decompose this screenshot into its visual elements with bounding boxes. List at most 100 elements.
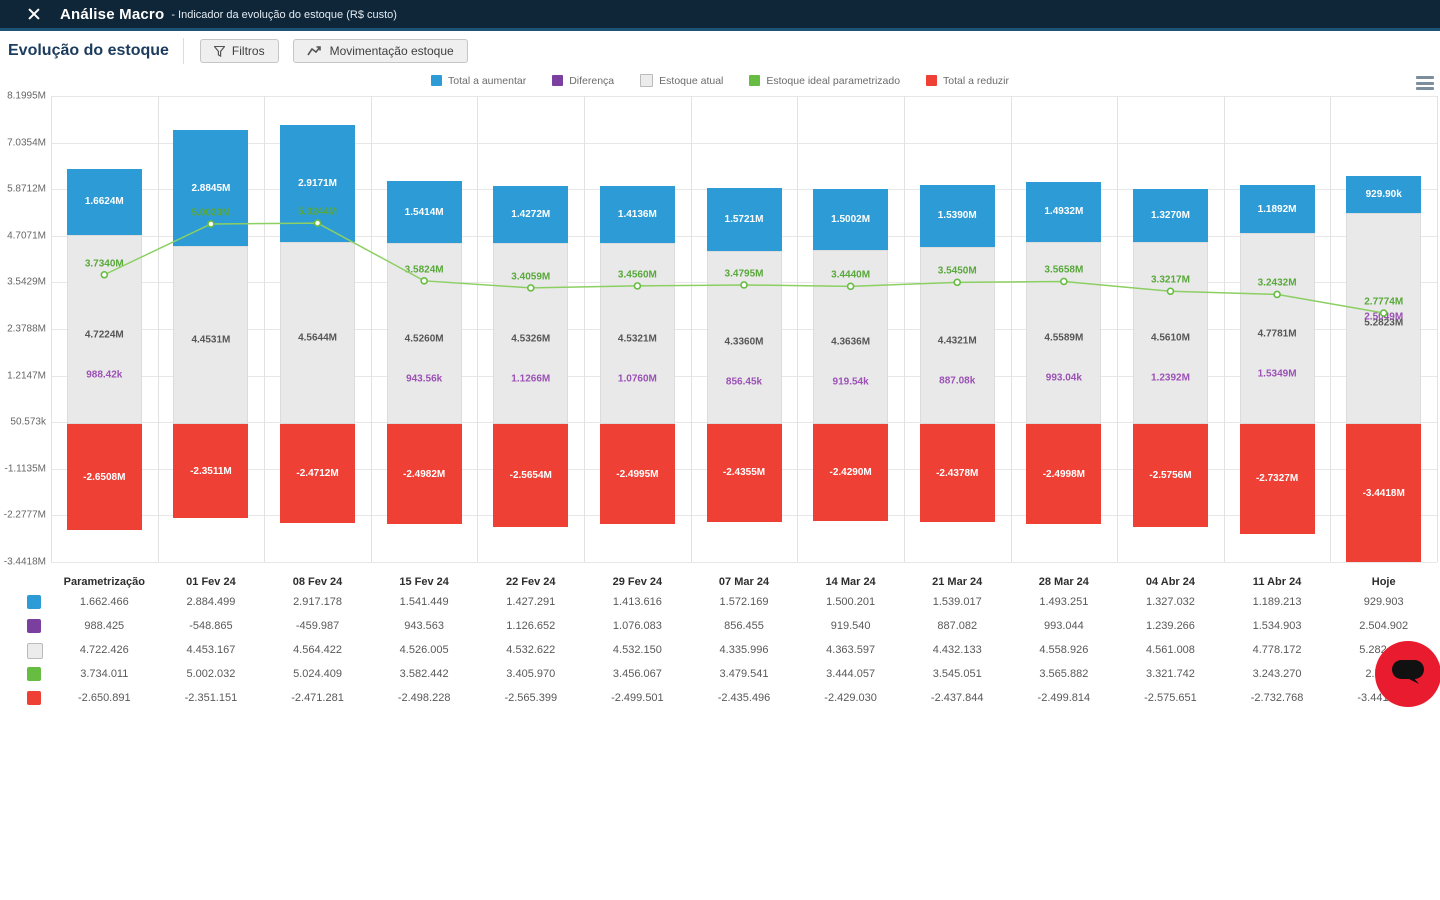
- table-cell: 1.413.616: [612, 596, 662, 608]
- legend-item-3[interactable]: Estoque atual: [640, 74, 723, 87]
- bar-segment-estoque-atual[interactable]: [919, 246, 995, 425]
- bar-segment-estoque-atual[interactable]: [1346, 212, 1422, 425]
- legend-label: Diferença: [569, 74, 615, 87]
- bar-segment-total-aumentar[interactable]: 1.3270M: [1132, 188, 1208, 242]
- legend-label: Total a aumentar: [447, 74, 527, 87]
- table-cell: 1.541.449: [399, 596, 449, 608]
- table-column-header: 07 Mar 24: [718, 576, 770, 588]
- table-cell: 4.526.005: [399, 644, 449, 656]
- bar-segment-total-reduzir[interactable]: -2.4982M: [386, 424, 462, 525]
- gridline-horizontal: [51, 142, 1437, 144]
- table-cell: 4.564.422: [293, 644, 342, 656]
- table-cell: 856.455: [724, 620, 764, 632]
- bar-segment-estoque-atual[interactable]: [1026, 241, 1102, 425]
- table-cell: 4.532.150: [612, 644, 662, 656]
- table-cell: 1.327.032: [1145, 596, 1195, 608]
- bar-segment-total-reduzir[interactable]: -2.4712M: [280, 424, 356, 524]
- table-row-swatch-icon: [27, 619, 41, 633]
- bar-segment-estoque-atual[interactable]: [493, 242, 569, 425]
- legend-swatch-icon: [749, 75, 761, 86]
- bar-segment-total-aumentar[interactable]: 2.8845M: [173, 130, 249, 246]
- y-axis-tick-label: 50.573k: [10, 416, 46, 428]
- bar-value-label: 1.4272M: [511, 208, 551, 220]
- legend-label: Total a reduzir: [943, 74, 1009, 87]
- bar-segment-estoque-atual[interactable]: [706, 250, 782, 425]
- bar-segment-total-reduzir[interactable]: -2.4378M: [919, 424, 995, 522]
- gridline-vertical: [264, 96, 266, 562]
- bar-segment-total-reduzir[interactable]: -2.5654M: [493, 424, 569, 527]
- bar-segment-total-reduzir[interactable]: -2.5756M: [1132, 424, 1208, 528]
- table-cell: 943.563: [404, 620, 445, 632]
- bar-segment-total-reduzir[interactable]: -2.3511M: [173, 424, 249, 519]
- bar-segment-total-reduzir[interactable]: -2.4355M: [706, 424, 782, 522]
- gridline-vertical: [370, 96, 372, 562]
- gridline-vertical: [797, 96, 799, 562]
- app-title: Análise Macro: [60, 5, 165, 23]
- legend-swatch-icon: [552, 75, 564, 86]
- y-axis-tick-label: 7.0354M: [7, 137, 46, 149]
- bar-segment-total-aumentar[interactable]: 1.1892M: [1239, 185, 1315, 233]
- table-cell: -2.650.891: [77, 692, 131, 704]
- legend-item-5[interactable]: Total a reduzir: [926, 74, 1009, 87]
- bar-value-label: -2.4378M: [936, 467, 979, 479]
- bar-segment-estoque-atual[interactable]: [1132, 241, 1208, 425]
- bar-segment-total-aumentar[interactable]: 1.4136M: [599, 186, 675, 243]
- table-cell: -2.575.651: [1144, 692, 1197, 704]
- close-icon[interactable]: [26, 6, 42, 22]
- table-cell: -2.499.814: [1037, 692, 1091, 704]
- bar-segment-total-aumentar[interactable]: 1.5390M: [919, 185, 995, 247]
- table-column-header: 22 Fev 24: [505, 576, 556, 588]
- chart-context-menu-icon[interactable]: [1416, 76, 1434, 90]
- bar-segment-total-reduzir[interactable]: -3.4418M: [1346, 424, 1422, 562]
- bar-segment-estoque-atual[interactable]: [599, 242, 675, 425]
- bar-segment-total-reduzir[interactable]: -2.4290M: [813, 424, 889, 522]
- bar-value-label: 1.5721M: [724, 213, 764, 225]
- gridline-vertical: [1223, 96, 1225, 562]
- legend-item-2[interactable]: Diferença: [552, 74, 614, 87]
- bar-segment-total-aumentar[interactable]: 1.6624M: [66, 168, 142, 236]
- bar-segment-total-reduzir[interactable]: -2.6508M: [66, 424, 142, 531]
- y-axis-tick-label: 5.8712M: [7, 183, 46, 195]
- chat-bubble-icon: [1391, 657, 1425, 692]
- table-cell: -2.437.844: [930, 692, 984, 704]
- bar-value-label: -2.4355M: [722, 467, 766, 479]
- gridline-vertical: [1330, 96, 1332, 562]
- bar-segment-total-aumentar[interactable]: 1.4272M: [493, 185, 569, 243]
- bar-segment-total-aumentar[interactable]: 929.90k: [1346, 175, 1422, 213]
- table-cell: 1.500.201: [826, 596, 876, 608]
- bar-segment-estoque-atual[interactable]: [280, 241, 356, 425]
- movement-button[interactable]: Movimentação estoque: [292, 39, 468, 63]
- bar-segment-total-aumentar[interactable]: 1.5002M: [813, 189, 889, 250]
- bar-segment-total-reduzir[interactable]: -2.7327M: [1239, 424, 1315, 534]
- filters-button[interactable]: Filtros: [199, 39, 279, 63]
- bar-value-label: -2.6508M: [83, 471, 126, 483]
- table-cell: -548.865: [189, 620, 233, 632]
- y-axis-tick-label: 1.2147M: [7, 370, 46, 382]
- bar-segment-estoque-atual[interactable]: [386, 243, 462, 425]
- bar-segment-total-aumentar[interactable]: 1.5414M: [386, 181, 462, 244]
- bar-segment-total-aumentar[interactable]: 1.4932M: [1026, 181, 1102, 242]
- chat-launcher-button[interactable]: [1375, 641, 1440, 707]
- bar-segment-estoque-atual[interactable]: [66, 235, 142, 425]
- legend-label: Estoque ideal parametrizado: [766, 74, 901, 87]
- bar-segment-estoque-atual[interactable]: [813, 249, 889, 425]
- table-cell: 3.243.270: [1252, 668, 1302, 680]
- bar-segment-total-reduzir[interactable]: -2.4998M: [1026, 424, 1102, 525]
- table-column-header: 28 Mar 24: [1038, 576, 1089, 588]
- y-axis-tick-label: -3.4418M: [3, 556, 46, 568]
- bar-value-label: 1.5002M: [831, 214, 871, 225]
- bar-segment-total-reduzir[interactable]: -2.4995M: [599, 424, 675, 525]
- bar-value-label: -2.7327M: [1255, 473, 1299, 485]
- legend-item-4[interactable]: Estoque ideal parametrizado: [749, 74, 900, 87]
- bar-value-label: -2.4998M: [1042, 468, 1085, 480]
- bar-segment-total-aumentar[interactable]: 1.5721M: [706, 187, 782, 251]
- y-axis-tick-label: -2.2777M: [3, 509, 46, 521]
- bar-segment-total-aumentar[interactable]: 2.9171M: [280, 124, 356, 242]
- bar-segment-estoque-atual[interactable]: [1239, 232, 1315, 425]
- chart-legend: Total a aumentar Diferença Estoque atual Es…: [0, 74, 1440, 87]
- table-cell: 929.903: [1363, 596, 1404, 608]
- legend-item-1[interactable]: Total a aumentar: [430, 74, 527, 87]
- legend-swatch-icon: [430, 75, 442, 86]
- bar-segment-estoque-atual[interactable]: [173, 245, 249, 425]
